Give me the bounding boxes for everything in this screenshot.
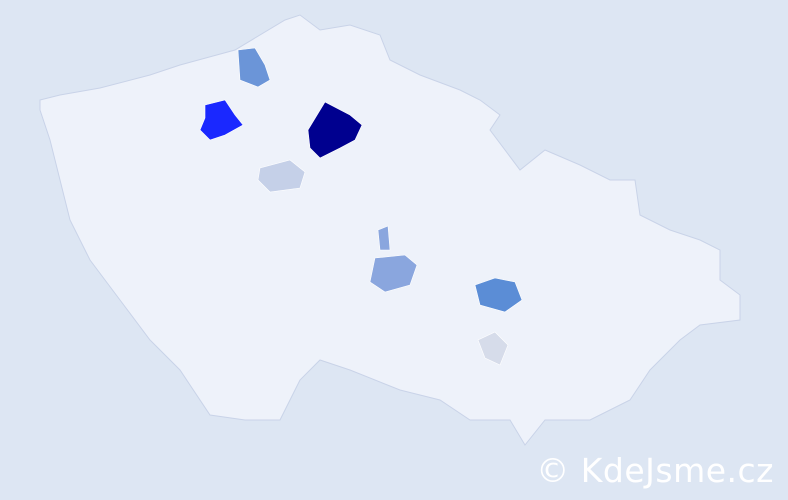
- highlighted-district[interactable]: [474, 277, 523, 313]
- highlighted-district[interactable]: [237, 47, 271, 88]
- highlighted-district[interactable]: [377, 225, 391, 251]
- country-outline: [39, 14, 741, 446]
- highlighted-district[interactable]: [307, 101, 363, 159]
- watermark: © KdeJsme.cz: [536, 451, 774, 490]
- highlighted-district[interactable]: [199, 99, 244, 141]
- highlighted-district[interactable]: [257, 159, 306, 193]
- highlighted-district[interactable]: [369, 254, 418, 293]
- highlighted-district[interactable]: [477, 331, 509, 366]
